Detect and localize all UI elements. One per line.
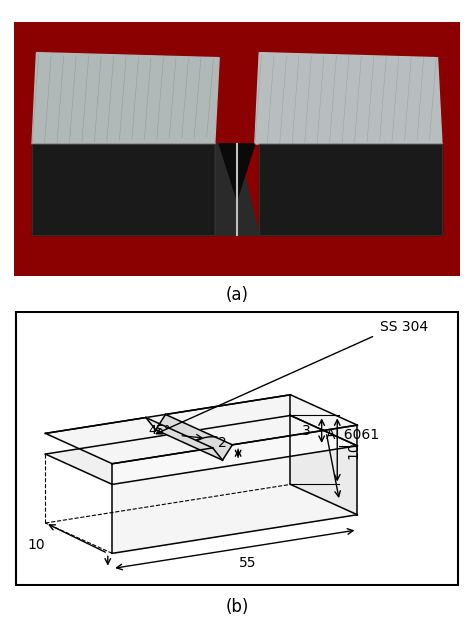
Text: 2: 2 — [218, 436, 227, 451]
Text: Al 6061: Al 6061 — [326, 428, 379, 442]
Polygon shape — [259, 144, 442, 235]
Polygon shape — [46, 415, 357, 484]
Polygon shape — [46, 395, 357, 463]
Text: 55: 55 — [239, 556, 257, 570]
Polygon shape — [255, 53, 442, 144]
Polygon shape — [155, 415, 232, 460]
Polygon shape — [146, 418, 222, 460]
Text: 3: 3 — [302, 424, 310, 437]
Text: 45°: 45° — [148, 424, 170, 437]
Polygon shape — [112, 446, 357, 553]
Text: (b): (b) — [225, 598, 249, 616]
Text: SS 304: SS 304 — [380, 320, 428, 334]
Text: 10: 10 — [27, 538, 46, 552]
Polygon shape — [291, 415, 357, 515]
Polygon shape — [112, 425, 357, 484]
Polygon shape — [219, 144, 255, 200]
Polygon shape — [32, 144, 215, 235]
Text: (a): (a) — [226, 286, 248, 304]
Polygon shape — [291, 395, 357, 446]
Polygon shape — [32, 53, 219, 144]
Polygon shape — [215, 144, 259, 235]
Text: 10: 10 — [346, 441, 360, 459]
